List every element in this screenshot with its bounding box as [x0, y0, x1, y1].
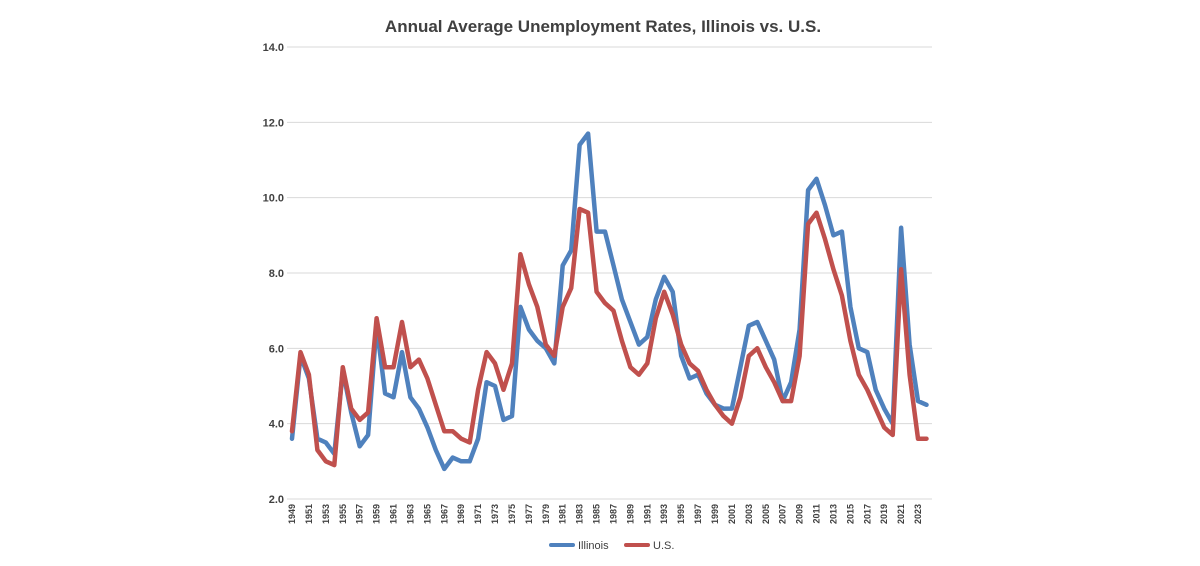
x-tick-label: 2017	[862, 504, 872, 524]
gridlines	[287, 46, 932, 500]
x-tick-label: 1983	[575, 504, 585, 524]
x-tick-label: 2013	[828, 504, 838, 524]
x-tick-label: 1957	[355, 504, 365, 524]
y-tick-label: 14.0	[263, 42, 284, 54]
series-line-us	[289, 206, 929, 468]
x-tick-label: 2001	[727, 504, 737, 524]
x-tick-label: 1971	[473, 504, 483, 524]
x-tick-label: 1995	[676, 504, 686, 524]
x-tick-label: 1967	[439, 504, 449, 524]
x-axis-ticks: 1949 1951 1953 1955 1957 1959 1961 1963 1965 1967…	[287, 504, 923, 524]
legend-label-illinois: Illinois	[578, 540, 609, 552]
y-tick-label: 8.0	[269, 268, 284, 280]
y-tick-label: 6.0	[269, 343, 284, 355]
legend: Illinois U.S.	[549, 540, 674, 552]
x-tick-label: 1973	[490, 504, 500, 524]
x-tick-label: 1961	[389, 504, 399, 524]
y-tick-label: 12.0	[263, 117, 284, 129]
x-tick-label: 1969	[456, 504, 466, 524]
x-tick-label: 1993	[659, 504, 669, 524]
x-tick-label: 2019	[879, 504, 889, 524]
y-tick-label: 4.0	[269, 419, 284, 431]
x-tick-label: 1953	[321, 504, 331, 524]
x-tick-label: 1965	[422, 504, 432, 524]
legend-label-us: U.S.	[653, 540, 674, 552]
y-tick-label: 10.0	[263, 193, 284, 205]
x-tick-label: 2011	[812, 504, 822, 524]
x-tick-label: 1997	[693, 504, 703, 524]
x-tick-label: 2005	[761, 504, 771, 524]
x-tick-label: 2009	[795, 504, 805, 524]
x-tick-label: 1977	[524, 504, 534, 524]
x-tick-label: 1963	[405, 504, 415, 524]
x-tick-label: 1949	[287, 504, 297, 524]
x-tick-label: 2023	[913, 504, 923, 524]
x-tick-label: 1979	[541, 504, 551, 524]
x-tick-label: 1955	[338, 504, 348, 524]
x-tick-label: 1999	[710, 504, 720, 524]
x-tick-label: 2021	[896, 504, 906, 524]
y-tick-label: 2.0	[269, 494, 284, 506]
x-tick-label: 2015	[845, 504, 855, 524]
x-tick-label: 1951	[304, 504, 314, 524]
x-tick-label: 1989	[625, 504, 635, 524]
y-axis-ticks: 2.0 4.0 6.0 8.0 10.0 12.0 14.0	[263, 42, 284, 506]
series-lines	[289, 131, 929, 472]
x-tick-label: 1981	[558, 504, 568, 524]
x-tick-label: 1991	[642, 504, 652, 524]
chart-title: Annual Average Unemployment Rates, Illin…	[385, 17, 821, 36]
x-tick-label: 1985	[592, 504, 602, 524]
x-tick-label: 2003	[744, 504, 754, 524]
x-tick-label: 1959	[372, 504, 382, 524]
x-tick-label: 2007	[778, 504, 788, 524]
x-tick-label: 1987	[608, 504, 618, 524]
x-tick-label: 1975	[507, 504, 517, 524]
series-line-illinois	[289, 131, 929, 472]
